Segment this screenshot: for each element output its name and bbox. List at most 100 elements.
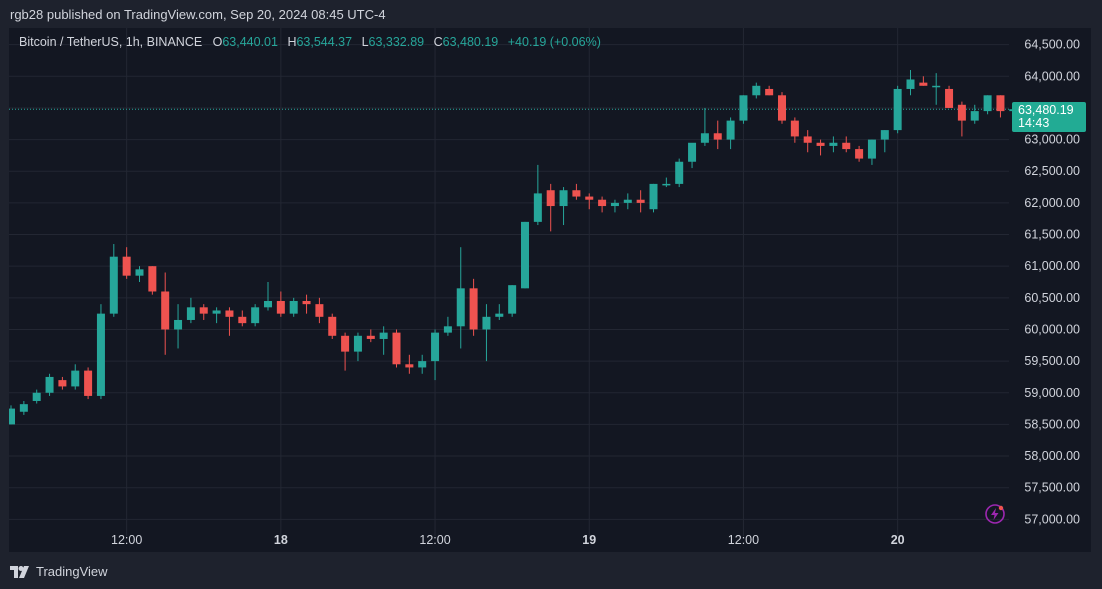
- candle[interactable]: [418, 354, 427, 374]
- candle-body: [418, 361, 427, 368]
- candle-body: [598, 199, 607, 207]
- candle[interactable]: [174, 304, 183, 349]
- candle[interactable]: [957, 101, 966, 137]
- candle[interactable]: [688, 142, 697, 169]
- candle[interactable]: [765, 85, 774, 96]
- candle-body: [713, 133, 722, 140]
- candle-body: [867, 139, 876, 159]
- candle[interactable]: [752, 82, 761, 99]
- y-tick-label: 62,000.00: [1024, 196, 1080, 210]
- candle[interactable]: [919, 76, 928, 86]
- candle[interactable]: [469, 278, 478, 336]
- candle[interactable]: [970, 104, 979, 124]
- candle[interactable]: [855, 145, 864, 162]
- candle[interactable]: [585, 193, 594, 210]
- candle[interactable]: [341, 332, 350, 371]
- candle[interactable]: [662, 177, 671, 188]
- candle[interactable]: [443, 316, 452, 336]
- candle[interactable]: [212, 307, 221, 324]
- candle[interactable]: [315, 297, 324, 324]
- candle[interactable]: [816, 139, 825, 156]
- candle[interactable]: [700, 107, 709, 146]
- candle-body: [302, 300, 311, 305]
- candle[interactable]: [546, 183, 555, 232]
- candle[interactable]: [302, 294, 311, 314]
- candle[interactable]: [623, 193, 632, 210]
- candle[interactable]: [186, 297, 195, 324]
- chart-frame[interactable]: [9, 28, 1091, 552]
- candle[interactable]: [161, 272, 170, 355]
- candle[interactable]: [508, 285, 517, 317]
- candle-body: [264, 300, 272, 308]
- candle[interactable]: [803, 130, 812, 153]
- candle[interactable]: [559, 187, 568, 226]
- candle-body: [829, 142, 838, 146]
- candle[interactable]: [880, 130, 889, 153]
- candle[interactable]: [122, 247, 131, 279]
- candle[interactable]: [842, 136, 851, 153]
- candle[interactable]: [495, 304, 504, 320]
- candle-body: [778, 95, 786, 121]
- candle[interactable]: [533, 164, 542, 226]
- candle[interactable]: [572, 183, 581, 200]
- candle[interactable]: [71, 364, 80, 390]
- candle[interactable]: [906, 69, 915, 96]
- candle[interactable]: [199, 304, 208, 320]
- candle[interactable]: [610, 199, 619, 213]
- candle[interactable]: [392, 329, 401, 368]
- candle[interactable]: [45, 373, 54, 396]
- candle-body: [353, 335, 362, 352]
- candle[interactable]: [405, 354, 414, 374]
- candle[interactable]: [456, 247, 465, 349]
- y-tick-label: 60,500.00: [1024, 291, 1080, 305]
- candle[interactable]: [867, 139, 876, 165]
- candle[interactable]: [829, 136, 838, 153]
- candle[interactable]: [482, 304, 491, 362]
- candle[interactable]: [945, 85, 954, 108]
- candle[interactable]: [598, 196, 607, 213]
- close-value: 63,480.19: [442, 35, 499, 49]
- candle[interactable]: [148, 266, 157, 295]
- candle[interactable]: [649, 183, 658, 213]
- candle[interactable]: [353, 332, 362, 362]
- candle[interactable]: [713, 120, 722, 150]
- candle[interactable]: [328, 313, 337, 339]
- candle[interactable]: [135, 266, 144, 282]
- candle[interactable]: [726, 117, 735, 150]
- candle[interactable]: [996, 95, 1005, 118]
- y-tick-label: 58,500.00: [1024, 417, 1080, 431]
- candle[interactable]: [276, 291, 285, 317]
- candle[interactable]: [932, 73, 941, 105]
- tradingview-logo-icon: [10, 565, 29, 578]
- candle[interactable]: [84, 367, 93, 400]
- candle[interactable]: [32, 389, 41, 404]
- candle-body: [96, 313, 105, 396]
- candle[interactable]: [739, 95, 748, 124]
- candle[interactable]: [893, 85, 902, 134]
- high-label: H: [287, 35, 297, 49]
- candle-body: [636, 199, 645, 203]
- tradingview-footer[interactable]: TradingView: [10, 564, 108, 579]
- candle[interactable]: [790, 117, 799, 143]
- candle[interactable]: [109, 244, 118, 317]
- candle[interactable]: [225, 307, 234, 336]
- candle[interactable]: [675, 158, 684, 188]
- candle[interactable]: [366, 329, 375, 343]
- candle[interactable]: [431, 329, 440, 381]
- candle[interactable]: [778, 92, 786, 124]
- candle[interactable]: [19, 400, 28, 415]
- candle-body: [880, 130, 889, 140]
- candle[interactable]: [289, 297, 298, 317]
- candle[interactable]: [58, 376, 67, 390]
- candle[interactable]: [264, 282, 272, 311]
- candle[interactable]: [983, 95, 992, 115]
- candle[interactable]: [238, 310, 247, 327]
- lightning-bolt-icon[interactable]: [984, 503, 1006, 525]
- candlestick-chart[interactable]: 57,000.00 57,500.00 58,000.00 58,500.00 59,0…: [9, 28, 1091, 552]
- candle[interactable]: [379, 326, 388, 355]
- candle[interactable]: [251, 304, 260, 327]
- candle[interactable]: [9, 405, 15, 425]
- candle[interactable]: [636, 190, 645, 213]
- candle[interactable]: [521, 221, 529, 289]
- candle[interactable]: [96, 304, 105, 400]
